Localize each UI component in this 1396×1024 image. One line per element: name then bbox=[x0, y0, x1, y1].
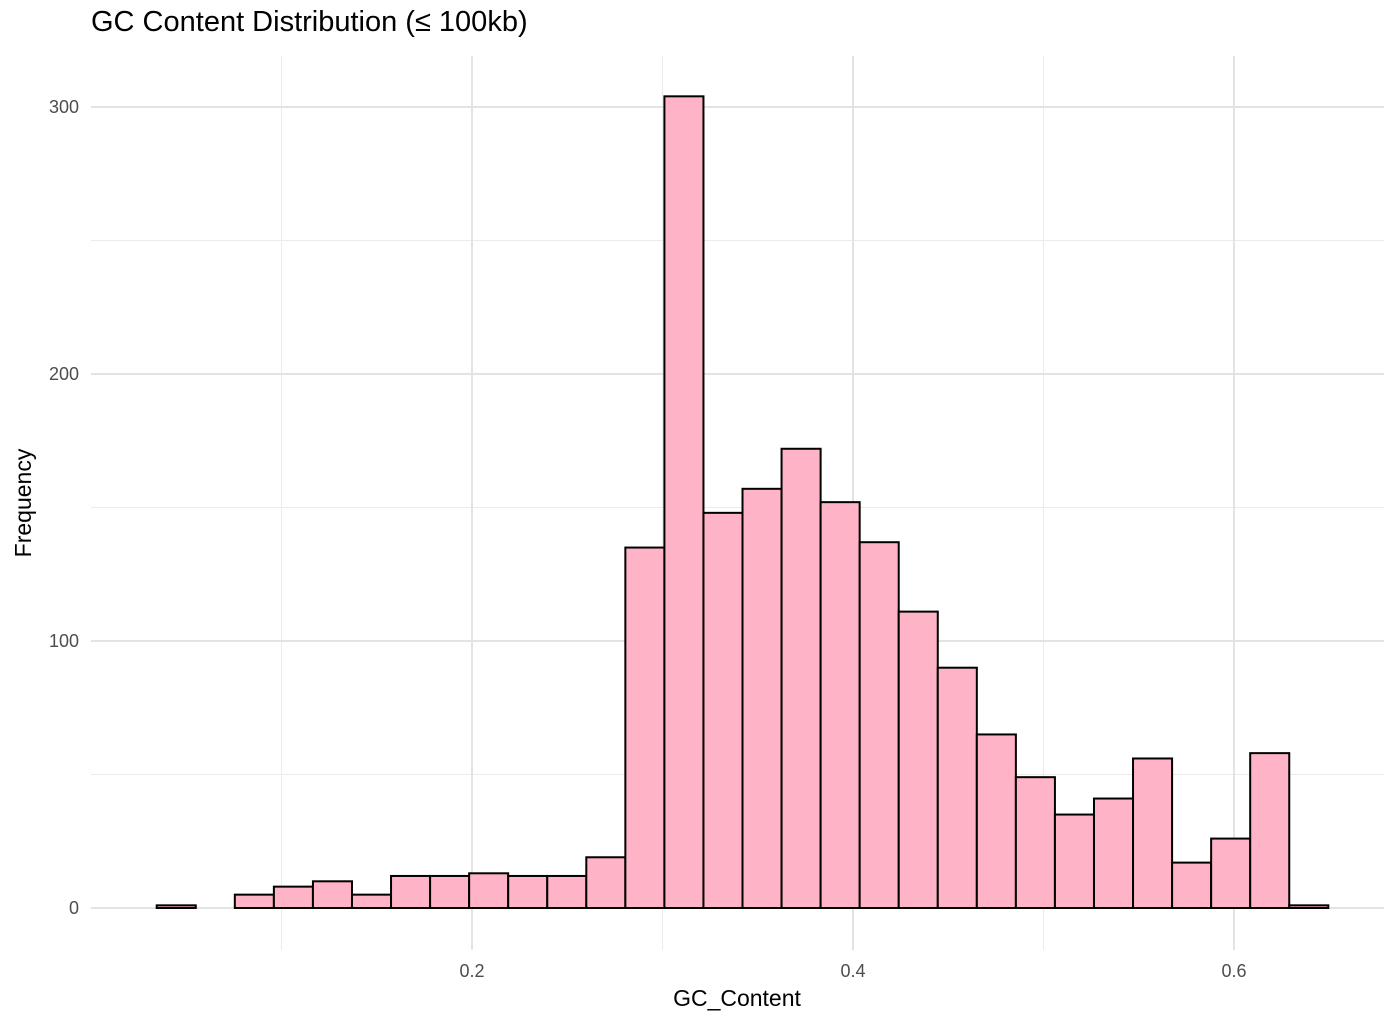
histogram-bar bbox=[1171, 861, 1213, 909]
histogram-bar bbox=[1249, 752, 1291, 910]
histogram-bar bbox=[429, 874, 471, 910]
histogram-bar bbox=[936, 666, 978, 910]
histogram-bar bbox=[819, 501, 861, 909]
histogram-bar bbox=[624, 546, 666, 909]
x-tick-label: 0.2 bbox=[459, 961, 484, 981]
histogram-bar bbox=[702, 511, 744, 910]
histogram-bar bbox=[272, 885, 314, 910]
histogram-bar bbox=[780, 447, 822, 909]
histogram-bar bbox=[468, 872, 510, 909]
y-tick-label: 300 bbox=[49, 97, 79, 117]
histogram-bar bbox=[350, 893, 393, 910]
x-tick-label: 0.6 bbox=[1221, 961, 1246, 981]
y-tick-label: 200 bbox=[49, 364, 79, 384]
x-axis-tick-labels: 0.2 0.4 0.6 bbox=[459, 961, 1246, 981]
histogram-bar bbox=[390, 874, 432, 910]
x-axis-title: GC_Content bbox=[673, 985, 801, 1011]
histogram-bar bbox=[585, 856, 627, 910]
histogram-bar bbox=[741, 487, 783, 909]
y-tick-label: 0 bbox=[69, 898, 79, 918]
histogram-bar bbox=[311, 880, 353, 909]
x-tick-label: 0.4 bbox=[840, 961, 865, 981]
histogram-bar bbox=[507, 874, 549, 910]
histogram-bar bbox=[1288, 904, 1330, 910]
histogram-bar bbox=[546, 874, 588, 910]
chart-title: GC Content Distribution (≤ 100kb) bbox=[91, 6, 528, 38]
histogram-bar bbox=[858, 541, 900, 910]
histogram-bar bbox=[233, 893, 275, 910]
histogram-bars bbox=[155, 95, 1330, 910]
histogram-bar bbox=[1053, 813, 1095, 909]
histogram-bar bbox=[1210, 837, 1252, 910]
y-axis-tick-labels: 0 100 200 300 bbox=[49, 97, 79, 918]
histogram-bar bbox=[1014, 776, 1056, 909]
histogram-bar bbox=[975, 733, 1017, 910]
y-axis-title: Frequency bbox=[10, 448, 36, 557]
histogram-bar bbox=[1092, 797, 1135, 910]
histogram-bar bbox=[1132, 757, 1174, 909]
histogram-bar bbox=[663, 95, 705, 909]
y-tick-label: 100 bbox=[49, 631, 79, 651]
histogram-bar bbox=[155, 904, 197, 910]
histogram-bar bbox=[897, 610, 939, 909]
